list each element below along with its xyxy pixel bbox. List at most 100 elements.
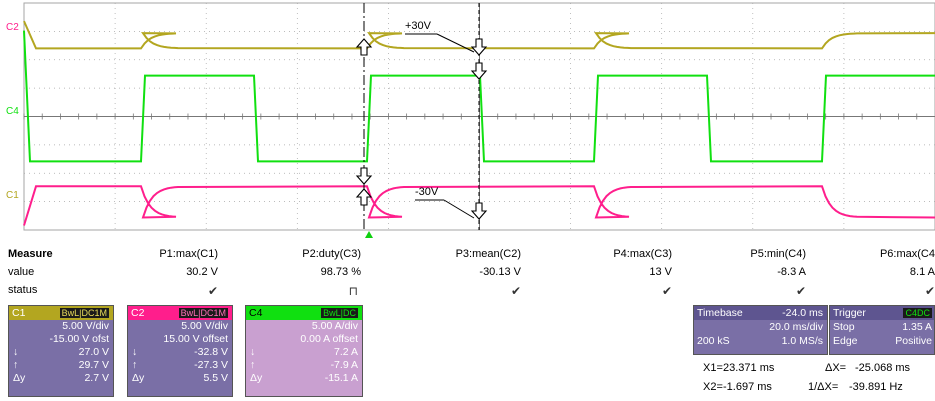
timebase-label: Timebase [697, 307, 743, 319]
cursor-x1-label: X1= [703, 362, 723, 374]
badge-dc-c4: DC [343, 308, 356, 318]
cursors[interactable] [355, 3, 488, 230]
cursor-marker-up-icon [355, 38, 373, 56]
timebase-row-1: 20.0 ms/div [694, 320, 827, 334]
trigger-box[interactable]: Trigger C4DC Stop 1.35 A Edge Positive [829, 305, 935, 355]
param-name-p2[interactable]: P2:duty(C3) [302, 248, 361, 260]
measure-value-row: value 30.2 V 98.73 % -30.13 V 13 V -8.3 … [0, 266, 935, 279]
param-name-p4[interactable]: P4:max(C3) [613, 248, 672, 260]
trace-label-c4-text: C4 [6, 106, 19, 117]
status-check-icon-p3: ✔ [510, 284, 521, 298]
cursor-marker-down-icon [355, 167, 373, 185]
channel-scale-c2: 5.00 V/div [181, 320, 228, 332]
channel-id-c4: C4 [249, 307, 263, 319]
cursor-down-value-c1: 27.0 V [78, 346, 109, 358]
channel-box-c2[interactable]: C2 BwL|DC1M 5.00 V/div 15.00 V offset ↓ -… [127, 305, 233, 397]
channel-header-c1: C1 BwL|DC1M [9, 306, 113, 320]
down-arrow-icon: ↓ [132, 346, 138, 358]
channel-offset-c1: -15.00 V ofst [49, 333, 109, 345]
cursor-marker-down-icon [470, 38, 488, 56]
param-value-p6: 8.1 A [909, 266, 935, 278]
channel-id-c2: C2 [131, 307, 145, 319]
cursor-up-value-c4: -7.9 A [330, 359, 358, 371]
status-check-icon-p1: ✔ [207, 284, 218, 298]
trace-label-c1[interactable]: C1 [6, 190, 19, 201]
cursor-readout-row-1: X1= 23.371 ms ΔX= -25.068 ms [703, 362, 935, 376]
cursor-up-value-c1: 29.7 V [78, 359, 109, 371]
trigger-source: C4 [905, 308, 917, 318]
channel-header-c2: C2 BwL|DC1M [128, 306, 232, 320]
trace-label-c2[interactable]: C2 [6, 22, 19, 33]
waveform-c1 [23, 185, 935, 226]
param-name-p6[interactable]: P6:max(C4 [879, 248, 935, 260]
timebase-delay: -24.0 ms [782, 307, 823, 319]
up-arrow-icon: ↑ [132, 359, 138, 371]
timebase-samples: 200 kS [697, 335, 730, 347]
measure-title: Measure [8, 248, 53, 260]
annotation-pos-text: +30V [405, 20, 431, 32]
channel-coupling-badge-c1: BwL|DC1M [59, 308, 109, 318]
cursor-down-value-c2: -32.8 V [194, 346, 228, 358]
delta-y-label: Δy [132, 372, 145, 384]
cursor-dy-value-c1: 2.7 V [84, 372, 109, 384]
timebase-per-div: 20.0 ms/div [769, 321, 823, 333]
trace-label-c4[interactable]: C4 [6, 106, 19, 117]
channel-box-c4[interactable]: C4 BwL|DC 5.00 A/div 0.00 A offset ↓ 7.2 … [245, 305, 363, 397]
cursor-up-row-c1: ↑ 29.7 V [9, 359, 113, 372]
cursor-marker-down-icon [470, 202, 488, 220]
cursor-x2-value: -1.697 ms [723, 381, 772, 393]
channel-offset-c4: 0.00 A offset [300, 333, 358, 345]
channel-offset-c2: 15.00 V offset [163, 333, 228, 345]
channel-coupling-badge-c2: BwL|DC1M [178, 308, 228, 318]
channel-scale-c1: 5.00 V/div [62, 320, 109, 332]
cursor-dy-row-c4: Δy -15.1 A [246, 372, 362, 385]
cursor-dy-value-c2: 5.5 V [203, 372, 228, 384]
cursor-marker-up-icon [355, 188, 373, 206]
trigger-level: 1.35 A [902, 321, 932, 333]
cursor-down-row-c2: ↓ -32.8 V [128, 346, 232, 359]
measure-value-label: value [8, 266, 35, 278]
badge-dc1m-c1: DC1M [81, 308, 107, 318]
cursor-dy-row-c2: Δy 5.5 V [128, 372, 232, 385]
trigger-coupling: DC [917, 308, 930, 318]
status-check-icon-p5: ✔ [795, 284, 806, 298]
cursor-dx-label: ΔX= [825, 362, 847, 374]
trigger-mode: Stop [833, 321, 855, 333]
timebase-header: Timebase -24.0 ms [694, 306, 827, 320]
param-name-p1[interactable]: P1:max(C1) [159, 248, 218, 260]
down-arrow-icon: ↓ [250, 346, 256, 358]
channel-box-c1[interactable]: C1 BwL|DC1M 5.00 V/div -15.00 V ofst ↓ 27… [8, 305, 114, 397]
waveform-c2 [23, 20, 935, 50]
timebase-row-2: 200 kS 1.0 MS/s [694, 334, 827, 348]
status-check-icon-p6: ✔ [924, 284, 935, 298]
delta-y-label: Δy [13, 372, 26, 384]
scope-display[interactable] [0, 0, 935, 235]
trigger-label: Trigger [833, 307, 866, 319]
param-name-p5[interactable]: P5:min(C4) [750, 248, 806, 260]
badge-bwl-c2: BwL [180, 308, 199, 318]
param-name-p3[interactable]: P3:mean(C2) [455, 248, 521, 260]
badge-bwl-c4: BwL [323, 308, 341, 318]
trigger-type: Edge [833, 335, 858, 347]
trigger-position-marker[interactable] [365, 231, 373, 238]
cursor-up-row-c4: ↑ -7.9 A [246, 359, 362, 372]
timebase-rate: 1.0 MS/s [781, 335, 823, 347]
cursor-dy-value-c4: -15.1 A [324, 372, 358, 384]
measure-status-row: status ✔ ⊓ ✔ ✔ ✔ ✔ [0, 284, 935, 298]
param-value-p3: -30.13 V [479, 266, 521, 278]
up-arrow-icon: ↑ [250, 359, 256, 371]
trace-label-c2-text: C2 [6, 22, 19, 33]
cursor-readout-row-2: X2= -1.697 ms 1/ΔX= -39.891 Hz [703, 381, 935, 395]
timebase-box[interactable]: Timebase -24.0 ms 20.0 ms/div 200 kS 1.0… [693, 305, 828, 355]
measure-status-label: status [8, 284, 38, 296]
annotation-neg: -30V [415, 186, 438, 198]
trace-label-c1-text: C1 [6, 190, 19, 201]
cursor-down-row-c1: ↓ 27.0 V [9, 346, 113, 359]
channel-header-c4: C4 BwL|DC [246, 306, 362, 320]
cursor-x1-value: 23.371 ms [723, 362, 775, 374]
channel-coupling-badge-c4: BwL|DC [321, 308, 358, 318]
badge-bwl-c1: BwL [61, 308, 80, 318]
param-value-p1: 30.2 V [186, 266, 218, 278]
annotation-pos: +30V [405, 20, 431, 32]
trigger-row-2: Edge Positive [830, 334, 934, 348]
